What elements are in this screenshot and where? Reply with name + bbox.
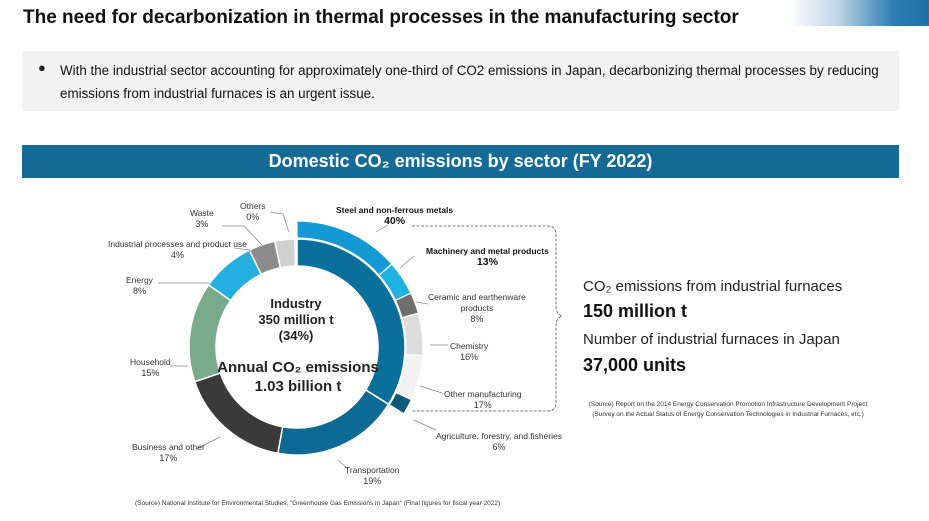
- inner-ring: [296, 220, 424, 415]
- label-ceramic: Ceramic and earthenware products 8%: [428, 292, 526, 325]
- label-others-name: Others: [240, 201, 266, 211]
- center-industry-amount: 350 million t: [258, 312, 334, 327]
- leader-line: [413, 419, 437, 431]
- label-household: Household 15%: [130, 357, 171, 379]
- bottom-source: (Source) National Institute for Environm…: [135, 500, 501, 507]
- label-industrial-processes-name: Industrial processes and product use: [108, 239, 247, 249]
- label-other-manufacturing-name: Other manufacturing: [444, 389, 522, 399]
- label-transportation: Transportation 19%: [345, 465, 400, 487]
- leader-line: [375, 224, 389, 233]
- furnace-source: (Source) Report on the 2014 Energy Conse…: [588, 401, 868, 418]
- leader-line: [415, 301, 429, 305]
- center-industry-label: Industry: [270, 296, 322, 311]
- label-energy-value: 8%: [132, 286, 146, 296]
- label-chemistry-name: Chemistry: [450, 341, 489, 351]
- leader-line: [269, 211, 290, 233]
- label-machinery-name: Machinery and metal products: [426, 246, 549, 256]
- header-corner-gradient: [789, 0, 929, 26]
- outer-ring: [188, 238, 406, 456]
- label-agriculture-name: Agriculture, forestry, and fisheries: [436, 431, 562, 441]
- leader-line: [399, 255, 415, 269]
- label-business-value: 17%: [159, 453, 178, 463]
- label-others: Others 0%: [240, 201, 266, 223]
- label-ceramic-value: 8%: [470, 314, 484, 324]
- leader-line: [337, 459, 349, 470]
- label-machinery-value: 13%: [476, 256, 498, 268]
- center-industry: Industry 350 million t (34%): [236, 296, 356, 344]
- label-steel-value: 40%: [384, 215, 406, 227]
- label-other-manufacturing: Other manufacturing 17%: [444, 389, 521, 411]
- label-chemistry-value: 16%: [460, 352, 479, 362]
- label-waste-value: 3%: [195, 219, 209, 229]
- furnace-count-value: 37,000 units: [583, 355, 687, 375]
- label-business-name: Business and other: [132, 442, 205, 452]
- industry-bracket: [412, 225, 564, 412]
- summary-box: [22, 51, 899, 111]
- label-agriculture: Agriculture, forestry, and fisheries 6%: [436, 431, 562, 453]
- label-transportation-value: 19%: [363, 476, 382, 486]
- leader-lines: [158, 211, 448, 470]
- outer-slice-transportation: [276, 388, 390, 456]
- label-household-name: Household: [130, 357, 171, 367]
- label-ceramic-name: Ceramic and earthenware products: [428, 292, 526, 313]
- page-title: The need for decarbonization in thermal …: [23, 7, 739, 28]
- furnace-emissions-value: 150 million t: [583, 301, 688, 321]
- label-energy-name: Energy: [126, 275, 153, 285]
- label-industrial-processes-value: 4%: [170, 250, 184, 260]
- label-agriculture-value: 6%: [492, 442, 506, 452]
- label-energy: Energy 8%: [126, 275, 153, 297]
- label-steel-name: Steel and non-ferrous metals: [336, 205, 454, 215]
- center-total: Annual CO₂ emissions 1.03 billion t: [208, 358, 388, 396]
- summary-text: With the industrial sector accounting fo…: [60, 63, 879, 101]
- leader-line: [222, 225, 263, 246]
- furnace-count-label: Number of industrial furnaces in Japan: [583, 331, 840, 348]
- label-others-value: 0%: [246, 212, 260, 222]
- label-waste: Waste 3%: [190, 208, 214, 230]
- leader-line: [195, 436, 221, 450]
- leader-line: [419, 385, 443, 394]
- label-transportation-name: Transportation: [345, 465, 400, 475]
- center-total-label: Annual CO₂ emissions: [217, 359, 379, 376]
- label-other-manufacturing-value: 17%: [473, 400, 492, 410]
- label-chemistry: Chemistry 16%: [450, 341, 488, 363]
- label-household-value: 15%: [141, 368, 160, 378]
- bullet-icon: ●: [38, 60, 46, 75]
- chart-banner-title: Domestic CO₂ emissions by sector (FY 202…: [22, 145, 899, 178]
- industry-slice-agriculture-forestry-and-fisheries: [388, 391, 413, 415]
- label-waste-name: Waste: [190, 208, 214, 218]
- label-steel: Steel and non-ferrous metals 40%: [336, 205, 453, 227]
- label-business: Business and other 17%: [132, 442, 205, 464]
- label-machinery: Machinery and metal products 13%: [426, 246, 549, 268]
- leader-line: [233, 247, 251, 263]
- center-industry-share: (34%): [278, 328, 314, 343]
- label-industrial-processes: Industrial processes and product use 4%: [108, 239, 247, 261]
- outer-slice-others: [294, 238, 298, 267]
- center-total-amount: 1.03 billion t: [254, 378, 342, 395]
- furnace-emissions-label: CO₂ emissions from industrial furnaces: [583, 278, 843, 295]
